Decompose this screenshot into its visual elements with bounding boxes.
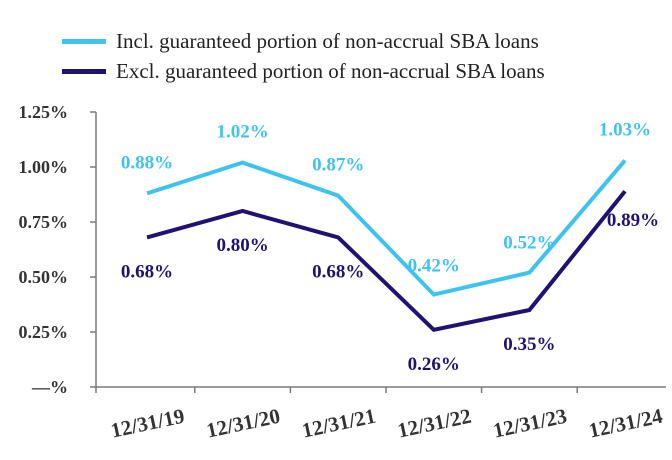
legend-label-excl: Excl. guaranteed portion of non-accrual … [116,58,545,83]
data-label-excl: 0.35% [503,334,555,355]
data-label-incl: 0.88% [121,152,173,173]
y-tick-label: 0.75% [19,212,69,232]
legend-label-incl: Incl. guaranteed portion of non-accrual … [116,28,539,53]
y-tick-label: 0.50% [19,267,69,287]
x-tick-label: 12/31/19 [109,404,187,443]
x-tick-label: 12/31/23 [491,404,569,443]
y-tick-label: 1.00% [19,157,69,177]
legend-item-excl: Excl. guaranteed portion of non-accrual … [62,56,545,86]
legend-swatch-incl [62,38,106,44]
data-label-excl: 0.26% [408,354,460,375]
data-label-excl: 0.89% [607,210,659,231]
x-tick-label: 12/31/21 [300,404,378,443]
data-label-incl: 0.52% [503,233,555,254]
data-label-incl: 0.87% [312,155,364,176]
legend: Incl. guaranteed portion of non-accrual … [62,26,545,86]
x-tick-label: 12/31/24 [587,404,666,443]
data-label-incl: 1.03% [599,119,651,140]
data-label-excl: 0.80% [216,235,268,256]
x-tick-label: 12/31/20 [204,404,282,443]
data-label-incl: 0.42% [408,256,460,277]
series-line-excl [146,189,627,332]
legend-item-incl: Incl. guaranteed portion of non-accrual … [62,26,545,56]
y-tick-label: 0.25% [19,322,69,342]
data-label-incl: 1.02% [216,122,268,143]
y-tick-label: —% [31,377,68,397]
legend-swatch-excl [62,68,106,74]
y-tick-label: 1.25% [19,102,69,122]
data-label-excl: 0.68% [121,261,173,282]
data-label-excl: 0.68% [312,261,364,282]
series-line-incl [146,159,627,297]
x-tick-label: 12/31/22 [395,404,473,443]
